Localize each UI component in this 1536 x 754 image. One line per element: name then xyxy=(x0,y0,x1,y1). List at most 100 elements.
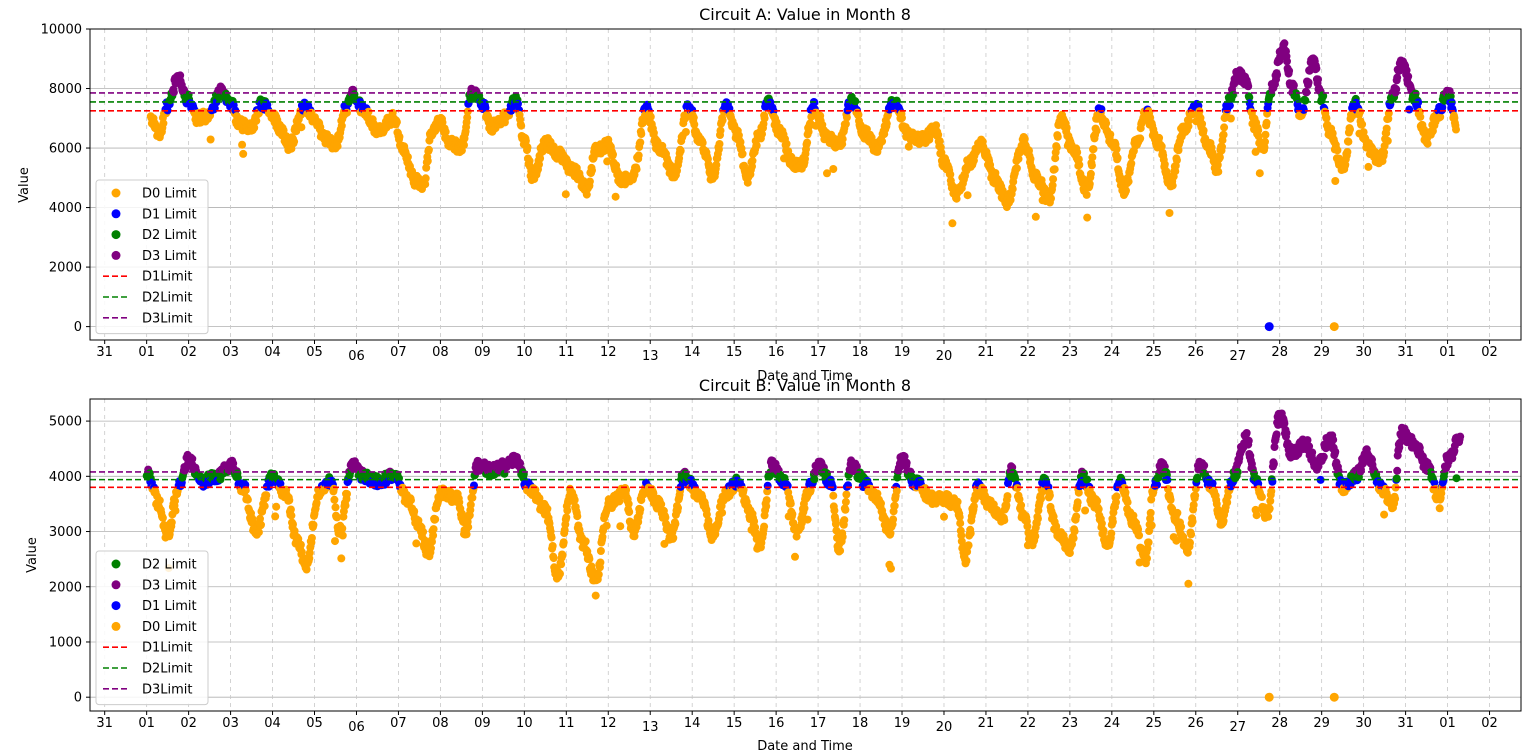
data-point-d0 xyxy=(718,116,727,125)
x-tick-label: 18 xyxy=(852,345,869,360)
data-point-d0 xyxy=(410,507,419,516)
data-point-d0 xyxy=(431,515,440,524)
data-point-d0 xyxy=(591,591,600,600)
x-tick-label: 27 xyxy=(1229,349,1246,364)
circuit-b-chart: Circuit B: Value in Month 8 Date and Tim… xyxy=(25,376,1522,754)
data-point-d0 xyxy=(1198,119,1207,128)
data-point-d0 xyxy=(887,564,895,573)
data-point-d0 xyxy=(689,113,698,122)
data-point-d0 xyxy=(1070,527,1079,536)
data-point-d0 xyxy=(331,503,340,512)
data-point-d0 xyxy=(329,484,338,493)
data-point-d0 xyxy=(854,110,863,119)
data-point-d0 xyxy=(962,556,971,565)
chart-title: Circuit A: Value in Month 8 xyxy=(699,5,911,24)
y-tick-label: 4000 xyxy=(49,201,82,216)
legend-label: D2 Limit xyxy=(142,228,197,243)
legend-label: D2Limit xyxy=(142,291,193,306)
x-tick-label: 31 xyxy=(1397,345,1414,360)
data-point-d0 xyxy=(1107,529,1116,538)
data-point-d0 xyxy=(712,161,721,169)
data-point-d0 xyxy=(1086,169,1095,178)
data-point-d0 xyxy=(1264,512,1273,521)
data-point-d1 xyxy=(769,106,778,115)
data-point-d1 xyxy=(1405,105,1414,114)
data-point-d0 xyxy=(561,190,570,199)
x-tick-label: 25 xyxy=(1146,345,1163,360)
legend-marker xyxy=(111,209,121,219)
data-point-d0 xyxy=(1173,508,1182,517)
x-tick-label: 08 xyxy=(432,345,449,360)
plot-frame xyxy=(89,28,1522,341)
data-point-d0 xyxy=(841,120,850,128)
data-point-d0 xyxy=(262,491,271,500)
data-point-d0 xyxy=(690,120,699,129)
x-tick-label: 14 xyxy=(684,345,701,360)
data-point-d0 xyxy=(636,505,645,514)
x-tick-label: 03 xyxy=(222,345,239,360)
y-tick-label: 6000 xyxy=(49,142,82,157)
data-point-d0 xyxy=(297,123,306,132)
data-point-d0 xyxy=(252,116,261,125)
data-point-d0 xyxy=(892,487,901,495)
data-point-d0 xyxy=(1085,179,1094,188)
data-point-d0 xyxy=(904,142,913,151)
data-point-d0 xyxy=(582,190,591,199)
data-point-d0 xyxy=(1147,521,1156,530)
data-point-d0 xyxy=(1166,495,1175,504)
data-point-d0 xyxy=(523,143,532,152)
data-point-d0 xyxy=(877,499,885,508)
x-tick-label: 28 xyxy=(1271,345,1288,360)
data-point-d0 xyxy=(1252,511,1261,520)
data-point-d0 xyxy=(171,497,179,506)
data-point-d3 xyxy=(1393,73,1402,82)
data-point-d0 xyxy=(634,151,643,160)
x-tick-label: 12 xyxy=(600,345,617,360)
data-point-d0 xyxy=(1006,196,1015,204)
data-point-d0 xyxy=(1213,161,1222,169)
data-point-d0 xyxy=(1261,137,1269,146)
data-point-d0 xyxy=(596,558,605,567)
data-point-d0 xyxy=(1088,153,1097,162)
data-point-d0 xyxy=(698,138,707,147)
data-point-d0 xyxy=(548,542,557,550)
data-point-d0 xyxy=(935,137,944,146)
data-point-d0 xyxy=(1073,148,1082,157)
data-point-d0 xyxy=(573,512,582,521)
data-point-d3 xyxy=(176,71,185,80)
data-point-d0 xyxy=(1092,126,1101,135)
data-point-d0 xyxy=(1160,160,1169,169)
data-point-d0 xyxy=(1122,186,1130,195)
data-point-d0 xyxy=(463,107,472,116)
data-point-d1 xyxy=(481,103,490,112)
data-point-d0 xyxy=(669,533,678,542)
data-point-d0 xyxy=(424,145,433,154)
data-point-d3 xyxy=(188,454,197,463)
data-point-d0 xyxy=(1123,498,1132,507)
data-point-d3 xyxy=(902,458,911,467)
data-point-d0 xyxy=(964,541,973,550)
data-point-d3 xyxy=(1280,39,1289,48)
data-point-d0 xyxy=(841,505,850,514)
data-point-d0 xyxy=(287,511,296,520)
data-point-d0 xyxy=(1050,165,1059,174)
y-axis-label: Value xyxy=(25,537,40,573)
data-point-d0 xyxy=(1112,145,1121,154)
data-point-d0 xyxy=(421,180,430,189)
data-point-d0 xyxy=(602,521,611,530)
x-axis-label: Date and Time xyxy=(757,369,853,384)
data-point-d0 xyxy=(463,113,472,122)
data-point-d0 xyxy=(758,130,766,139)
x-tick-label: 24 xyxy=(1104,345,1121,360)
data-point-d0 xyxy=(338,524,347,533)
data-point-d0 xyxy=(421,174,430,183)
data-point-d0 xyxy=(1343,148,1352,156)
data-point-d0 xyxy=(632,165,641,174)
data-point-d0 xyxy=(953,497,962,506)
chart-title: Circuit B: Value in Month 8 xyxy=(699,376,911,395)
data-point-d1 xyxy=(470,481,478,490)
data-point-d0 xyxy=(596,547,605,555)
data-point-d3 xyxy=(1331,447,1340,456)
data-point-d3 xyxy=(1312,64,1321,73)
data-point-d0 xyxy=(1083,213,1092,222)
